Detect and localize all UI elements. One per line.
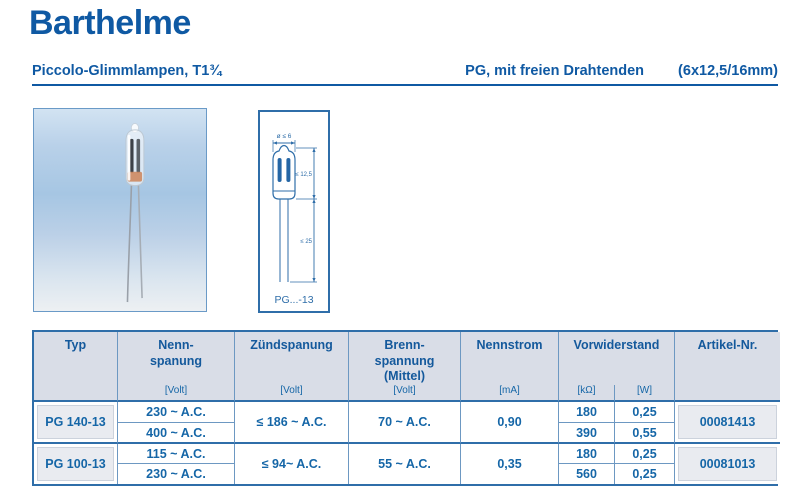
col-header-nennspanung: Nenn- spanung <box>118 332 235 385</box>
cell-brennspannung: 55 ~ A.C. <box>349 444 461 485</box>
cell-vorwiderstand-watt: 0,25 <box>615 402 675 424</box>
cell-vorwiderstand-watt: 0,25 <box>615 444 675 465</box>
dimension-drawing: ø ≤ 6 ≤ 12,5 <box>258 110 330 313</box>
unit-kohm: [kΩ] <box>559 384 615 403</box>
drawing-caption: PG...-13 <box>274 294 313 306</box>
brand-logo: Barthelme <box>29 4 191 42</box>
cell-nennspanung: 115 ~ A.C. <box>118 444 235 465</box>
product-photo <box>33 108 207 312</box>
size-label: (6x12,5/16mm) <box>678 63 778 79</box>
col-header-vorwiderstand: Vorwiderstand <box>559 332 675 385</box>
cell-vorwiderstand-kohm: 560 <box>559 464 615 485</box>
cell-typ-pg140: PG 140-13 <box>34 402 118 445</box>
typ-value-box: PG 140-13 <box>37 405 114 440</box>
cell-vorwiderstand-kohm: 390 <box>559 423 615 445</box>
cell-nennstrom: 0,90 <box>461 402 559 445</box>
variant-label: PG, mit freien Drahtenden <box>465 63 645 79</box>
glow-lamp-photo-image <box>125 123 145 303</box>
typ-value-box: PG 100-13 <box>37 447 114 482</box>
lamp-outline-diagram: ø ≤ 6 ≤ 12,5 <box>272 133 317 306</box>
cell-nennspanung: 230 ~ A.C. <box>118 464 235 485</box>
cell-brennspannung: 70 ~ A.C. <box>349 402 461 445</box>
cell-nennspanung: 230 ~ A.C. <box>118 402 235 424</box>
cell-nennspanung: 400 ~ A.C. <box>118 423 235 445</box>
unit-nennspanung: [Volt] <box>118 384 235 403</box>
cell-vorwiderstand-watt: 0,25 <box>615 464 675 485</box>
col-header-brennspannung: Brenn- spannung (Mittel) <box>349 332 461 385</box>
cell-typ-pg100: PG 100-13 <box>34 444 118 485</box>
diameter-dimension-label: ø ≤ 6 <box>277 133 292 140</box>
artikel-value-box: 00081413 <box>678 405 777 440</box>
cell-artikel-nr: 00081413 <box>675 402 780 445</box>
cell-vorwiderstand-kohm: 180 <box>559 402 615 424</box>
artikel-value-box: 00081013 <box>678 447 777 482</box>
unit-nennstrom: [mA] <box>461 384 559 403</box>
page-title: Piccolo-Glimmlampen, T1¾ <box>32 63 222 79</box>
col-header-artikel-nr: Artikel-Nr. <box>675 332 780 403</box>
cell-vorwiderstand-kohm: 180 <box>559 444 615 465</box>
col-header-typ: Typ <box>34 332 118 403</box>
lead-length-dimension-label: ≤ 25 <box>300 239 312 245</box>
unit-watt: [W] <box>615 384 675 403</box>
unit-brennspannung: [Volt] <box>349 384 461 403</box>
cell-zuendspanung: ≤ 94~ A.C. <box>235 444 349 485</box>
cell-nennstrom: 0,35 <box>461 444 559 485</box>
bulb-length-dimension-label: ≤ 12,5 <box>295 172 312 178</box>
cell-artikel-nr: 00081013 <box>675 444 780 485</box>
col-header-nennstrom: Nennstrom <box>461 332 559 385</box>
page-header: Piccolo-Glimmlampen, T1¾ PG, mit freien … <box>32 63 778 86</box>
unit-zuendspanung: [Volt] <box>235 384 349 403</box>
cell-zuendspanung: ≤ 186 ~ A.C. <box>235 402 349 445</box>
spec-table: Typ Nenn- spanung Zündspanung Brenn- spa… <box>32 330 780 487</box>
col-header-zuendspanung: Zündspanung <box>235 332 349 385</box>
cell-vorwiderstand-watt: 0,55 <box>615 423 675 445</box>
